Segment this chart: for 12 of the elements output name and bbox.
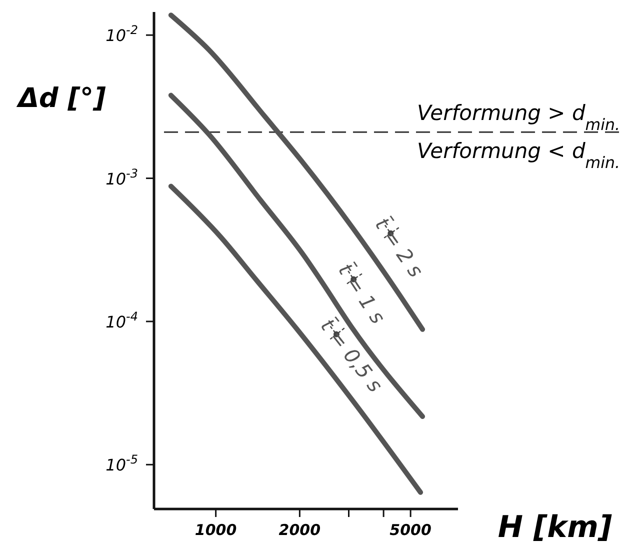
ref-line-label: Verformung > d$_{min.}$ bbox=[417, 101, 620, 134]
x-axis-title: H [km] bbox=[498, 510, 612, 545]
x-tick-label: 2000 bbox=[278, 521, 321, 539]
annotation: Verformung < d$_{min.}$ bbox=[417, 139, 620, 172]
x-tick-label: 5000 bbox=[390, 521, 432, 539]
text: t̄ = 2 s bbox=[370, 213, 428, 282]
y-axis-title: Δd [°] bbox=[16, 83, 107, 114]
y-tick-label: 10$^{-2}$ bbox=[106, 23, 138, 46]
y-tick-label: 10$^{-4}$ bbox=[106, 309, 138, 332]
x-tick-label: 1000 bbox=[194, 521, 237, 539]
y-tick-label: 10$^{-5}$ bbox=[106, 452, 138, 475]
y-tick-label: 10$^{-3}$ bbox=[106, 166, 138, 188]
